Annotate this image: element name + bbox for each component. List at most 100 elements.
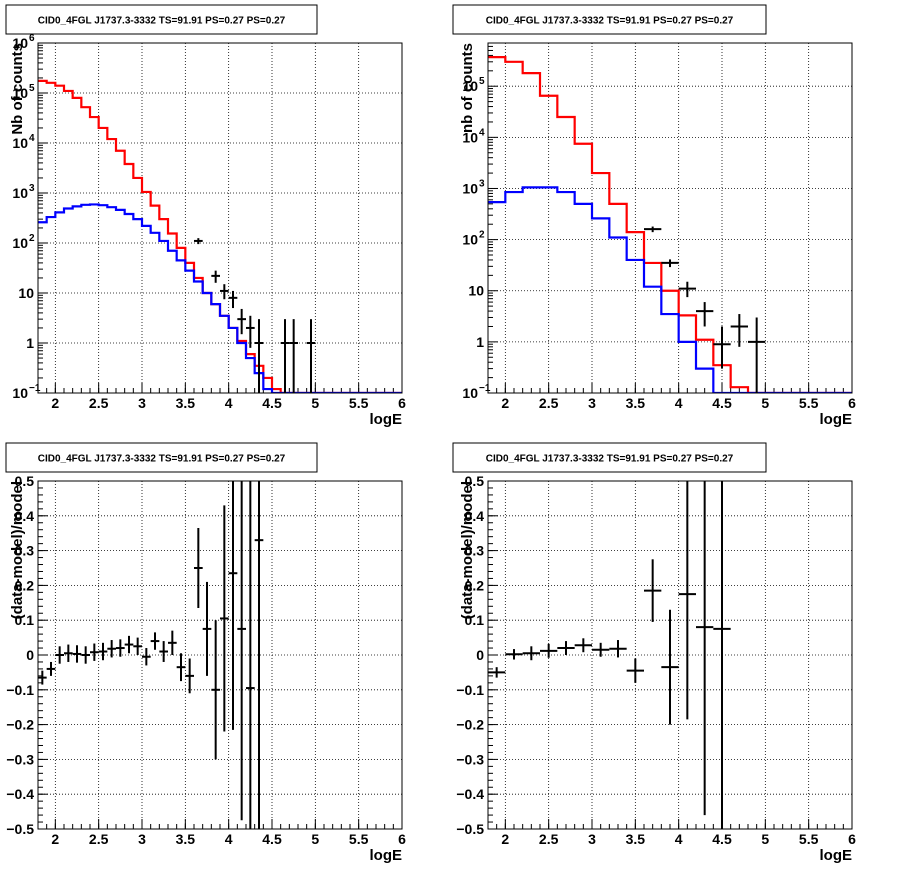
y-tick-exponent: 4 bbox=[479, 127, 485, 138]
chart-title: CID0_4FGL J1737.3-3332 TS=91.91 PS=0.27 … bbox=[38, 16, 286, 27]
x-tick-label: 2.5 bbox=[89, 395, 109, 411]
data-point bbox=[678, 481, 696, 720]
data-point bbox=[64, 644, 73, 662]
x-tick-label: 3.5 bbox=[626, 831, 646, 847]
x-tick-label: 4 bbox=[225, 831, 233, 847]
y-tick-label: 10 bbox=[12, 85, 28, 101]
title-box bbox=[452, 4, 767, 35]
data-point bbox=[38, 670, 47, 685]
y-tick-label: 0.2 bbox=[15, 577, 35, 593]
x-tick-label: 4.5 bbox=[262, 831, 282, 847]
y-tick-label: 0.5 bbox=[15, 473, 35, 489]
y-tick-label: −0.1 bbox=[6, 682, 34, 698]
data-point bbox=[254, 319, 264, 393]
chart-title: CID0_4FGL J1737.3-3332 TS=91.91 PS=0.27 … bbox=[38, 454, 286, 465]
plot-frame bbox=[37, 42, 403, 394]
title-box bbox=[452, 442, 767, 473]
x-tick-label: 5.5 bbox=[799, 395, 819, 411]
y-tick-label: 10 bbox=[462, 232, 478, 248]
model-total-histogram bbox=[38, 79, 402, 393]
data-point bbox=[202, 581, 212, 676]
data-point bbox=[280, 319, 290, 393]
data-point bbox=[237, 308, 246, 335]
x-tick-label: 6 bbox=[398, 395, 406, 411]
y-tick-label: −0.5 bbox=[6, 821, 34, 837]
y-tick-label: −0.3 bbox=[456, 751, 484, 767]
data-point bbox=[124, 635, 134, 654]
data-point bbox=[168, 630, 177, 655]
x-tick-label: 2 bbox=[51, 395, 59, 411]
data-point bbox=[696, 302, 714, 327]
y-tick-label: 0.4 bbox=[465, 508, 485, 524]
data-point bbox=[626, 658, 644, 683]
y-tick-label: 1 bbox=[26, 335, 34, 351]
y-tick-label: 10 bbox=[12, 135, 28, 151]
data-point bbox=[220, 284, 229, 300]
y-tick-exponent: 6 bbox=[29, 33, 35, 44]
x-tick-label: 3 bbox=[588, 831, 596, 847]
plot-frame bbox=[37, 480, 403, 830]
y-tick-exponent: 2 bbox=[479, 230, 485, 241]
data-point bbox=[678, 281, 696, 298]
data-point bbox=[609, 640, 627, 658]
data-point bbox=[228, 481, 238, 730]
x-tick-label: 3 bbox=[138, 831, 146, 847]
data-point bbox=[142, 648, 151, 666]
data-point bbox=[176, 653, 186, 682]
x-tick-label: 6 bbox=[848, 831, 856, 847]
data-point bbox=[713, 326, 731, 369]
y-tick-label: −0.4 bbox=[456, 786, 484, 802]
x-tick-label: 5.5 bbox=[349, 831, 369, 847]
data-point bbox=[107, 640, 116, 658]
y-tick-label: 10 bbox=[468, 283, 484, 299]
data-point bbox=[194, 238, 203, 245]
x-tick-label: 5.5 bbox=[349, 395, 369, 411]
y-tick-exponent: −1 bbox=[479, 383, 491, 394]
y-tick-exponent: 2 bbox=[29, 233, 35, 244]
data-point bbox=[185, 658, 194, 694]
title-box bbox=[5, 4, 318, 35]
model-source-histogram bbox=[38, 203, 402, 393]
x-tick-label: 4.5 bbox=[712, 831, 732, 847]
data-point bbox=[592, 642, 610, 657]
x-axis-label: logE bbox=[370, 847, 403, 864]
model-total-histogram bbox=[488, 56, 852, 393]
data-point bbox=[228, 290, 238, 309]
x-tick-label: 4.5 bbox=[262, 395, 282, 411]
data-point bbox=[246, 481, 255, 829]
chart-pad-2: CID0_4FGL J1737.3-3332 TS=91.91 PS=0.27 … bbox=[452, 4, 856, 428]
x-tick-label: 2.5 bbox=[539, 395, 559, 411]
y-tick-exponent: −1 bbox=[29, 383, 41, 394]
y-tick-label: 0.1 bbox=[465, 612, 485, 628]
title-box bbox=[5, 442, 318, 473]
data-point bbox=[194, 527, 203, 609]
data-point bbox=[661, 609, 679, 725]
data-point bbox=[46, 661, 56, 676]
x-tick-label: 3.5 bbox=[176, 831, 196, 847]
data-point bbox=[211, 620, 220, 760]
x-tick-label: 5 bbox=[311, 395, 319, 411]
y-tick-label: −0.4 bbox=[6, 786, 34, 802]
y-tick-label: 0.1 bbox=[15, 612, 35, 628]
x-axis-label: logE bbox=[820, 411, 853, 428]
data-point bbox=[696, 481, 714, 816]
data-point bbox=[159, 641, 168, 662]
y-tick-label: 10 bbox=[462, 78, 478, 94]
x-tick-label: 3 bbox=[588, 395, 596, 411]
chart-pad-3: CID0_4FGL J1737.3-3332 TS=91.91 PS=0.27 … bbox=[5, 442, 406, 864]
y-tick-label: 0.5 bbox=[465, 473, 485, 489]
x-tick-label: 2 bbox=[51, 831, 59, 847]
x-tick-label: 4 bbox=[225, 395, 233, 411]
data-point bbox=[237, 481, 246, 821]
x-tick-label: 3 bbox=[138, 395, 146, 411]
data-point bbox=[81, 646, 90, 664]
y-tick-exponent: 4 bbox=[29, 133, 35, 144]
plot-frame bbox=[487, 480, 853, 830]
y-tick-exponent: 3 bbox=[479, 178, 485, 189]
y-tick-label: −0.2 bbox=[6, 717, 34, 733]
y-axis-label: (data-model)/model bbox=[9, 481, 26, 619]
data-point bbox=[748, 317, 766, 393]
y-axis-label: nb of counts bbox=[459, 43, 476, 133]
data-point bbox=[90, 643, 99, 661]
